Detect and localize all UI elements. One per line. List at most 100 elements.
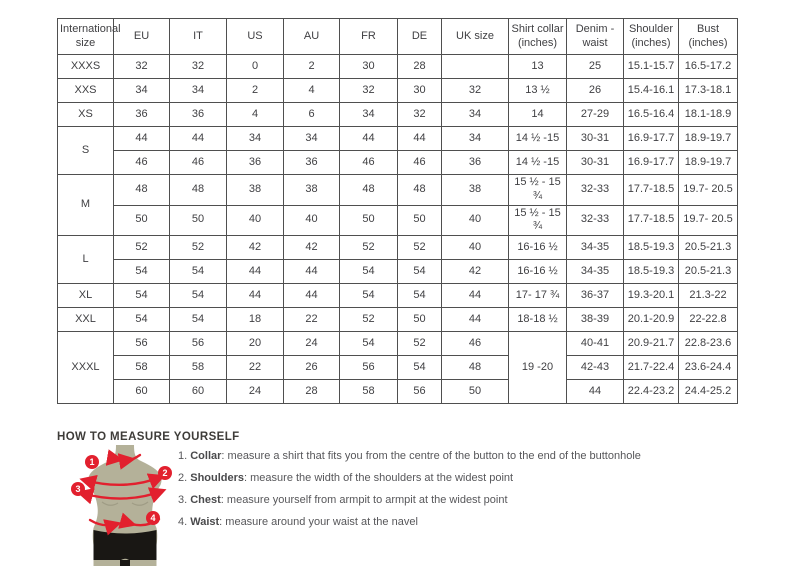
size-table-row: XXL 54 54 18 22 52 50 44 18-18 ½ 38-39 20.1-20.9 22… [57, 307, 738, 332]
size-table-cell: 50 [339, 204, 398, 236]
size-table-cell: 38 [226, 174, 284, 206]
size-table-cell: 30-31 [566, 126, 624, 151]
size-table-cell: 54 [169, 307, 227, 332]
size-table-cell: 24.4-25.2 [678, 379, 738, 404]
size-table-cell: 40 [226, 204, 284, 236]
size-table-cell: XL [57, 283, 114, 308]
size-table-cell: 36 [441, 150, 509, 175]
size-table-cell: 17.7-18.5 [623, 204, 679, 236]
size-table-cell: 16.9-17.7 [623, 150, 679, 175]
size-table-row: 54 54 44 44 54 54 42 16-16 ½ 34-35 18.5-19.3 20.5-… [58, 259, 738, 284]
size-table-header-cell: IT [169, 18, 227, 55]
step-text: : measure yourself from armpit to armpit… [220, 494, 508, 506]
size-table-header-cell: EU [113, 18, 170, 55]
shoulders-arrow [79, 473, 166, 492]
size-table-body: XXXS 32 32 0 2 30 28 13 25 15.1-15.7 16.5-17.2 XXS 3… [57, 54, 738, 404]
size-table-cell: 15 ½ - 15 ¾ [508, 174, 567, 206]
step-label: Waist [190, 516, 220, 528]
size-table-row: XXS 34 34 2 4 32 30 32 13 ½ 26 15.4-16.1 17.3-18.1 [57, 78, 738, 103]
size-table-cell: 27-29 [566, 102, 624, 127]
size-table-cell: 40 [441, 204, 509, 236]
size-table-cell: 54 [169, 283, 227, 308]
size-table-cell: 15.1-15.7 [623, 54, 679, 79]
size-table-cell: 50 [169, 204, 227, 236]
size-table-cell: 48 [113, 174, 170, 206]
measure-heading: HOW TO MEASURE YOURSELF [57, 431, 240, 443]
size-table-cell: 22.4-23.2 [623, 379, 679, 404]
size-table-cell: 18 [226, 307, 284, 332]
size-table-cell: 17- 17 ¾ [508, 283, 567, 308]
size-table-cell: 18.5-19.3 [623, 235, 679, 260]
size-table-cell: 42 [226, 235, 284, 260]
size-table-cell: 19.7- 20.5 [678, 174, 738, 206]
mannequin-shorts [93, 530, 157, 560]
size-table-cell: 52 [397, 331, 442, 356]
size-table-cell: 16.9-17.7 [623, 126, 679, 151]
size-table-cell: 46 [113, 150, 170, 175]
size-table-cell: 32 [441, 78, 509, 103]
size-table-cell: 34 [113, 78, 170, 103]
size-table-cell: 50 [397, 204, 442, 236]
step-text: : measure the width of the shoulders at … [244, 472, 514, 484]
chest-arrow [76, 487, 167, 505]
size-table-cell: 46 [397, 150, 442, 175]
step-label: Collar [190, 450, 222, 462]
size-table-cell: 24 [283, 331, 340, 356]
size-table-cell: 40 [283, 204, 340, 236]
size-table-cell: 2 [283, 54, 340, 79]
size-table-cell: 44 [283, 259, 340, 284]
size-table-cell: 4 [283, 78, 340, 103]
collar-arrow-right [117, 453, 142, 470]
size-table: International size EU IT US AU FR DE UK size Shi… [57, 18, 738, 404]
size-table-cell: 21.7-22.4 [623, 355, 679, 380]
figure-badge-collar: 1 [85, 455, 99, 469]
size-table-cell: 25 [566, 54, 624, 79]
size-table-cell: 20.5-21.3 [678, 235, 738, 260]
size-table-cell: 32 [113, 54, 170, 79]
size-table-cell: 28 [397, 54, 442, 79]
size-table-cell: 21.3-22 [678, 283, 738, 308]
size-table-cell: 56 [113, 331, 170, 356]
size-table-cell: 54 [339, 259, 398, 284]
size-table-cell: 36 [113, 102, 170, 127]
size-table-cell: 50 [113, 204, 170, 236]
size-table-cell: 16.5-17.2 [678, 54, 738, 79]
measure-step-shoulders: 2. Shoulders: measure the width of the s… [178, 471, 641, 493]
size-table-cell: 40-41 [566, 331, 624, 356]
size-table-cell: 58 [169, 355, 227, 380]
size-table-cell: XXXL [57, 331, 114, 404]
size-table-cell: 36-37 [566, 283, 624, 308]
size-table-cell: S [57, 126, 114, 175]
size-table-cell: 48 [169, 174, 227, 206]
size-table-cell: 36 [226, 150, 284, 175]
size-table-cell: 20.5-21.3 [678, 259, 738, 284]
size-table-cell: 42-43 [566, 355, 624, 380]
size-table-cell: 46 [169, 150, 227, 175]
size-table-cell: L [57, 235, 114, 284]
size-table-cell: 54 [113, 307, 170, 332]
size-table-cell: 32-33 [566, 204, 624, 236]
size-table-row: XS 36 36 4 6 34 32 34 14 27-29 16.5-16.4 18.1-18.9 [57, 102, 738, 127]
size-table-cell: 50 [441, 379, 509, 404]
size-table-cell: 22-22.8 [678, 307, 738, 332]
measurement-figure: 1 2 3 4 [60, 440, 190, 566]
size-table-cell: 34 [441, 126, 509, 151]
size-table-cell: 54 [113, 283, 170, 308]
size-table-cell: 56 [397, 379, 442, 404]
size-table-cell: 44 [441, 283, 509, 308]
size-table-cell: 36 [169, 102, 227, 127]
size-table-cell: 34 [441, 102, 509, 127]
size-table-cell: 48 [441, 355, 509, 380]
size-table-cell: 19.3-20.1 [623, 283, 679, 308]
figure-badge-chest: 3 [71, 482, 85, 496]
size-table-cell: 14 ½ -15 [508, 150, 567, 175]
size-table-cell: 34 [169, 78, 227, 103]
size-table-cell: 4 [226, 102, 284, 127]
size-table-cell: 18.9-19.7 [678, 126, 738, 151]
size-table-cell: 16-16 ½ [508, 235, 567, 260]
size-table-row: S 44 44 34 34 44 44 34 14 ½ -15 30-31 16.9-17.7 18.… [57, 126, 738, 175]
size-table-cell: 60 [169, 379, 227, 404]
size-table-cell: 54 [169, 259, 227, 284]
size-table-cell: 48 [339, 174, 398, 206]
step-number: 3. [178, 494, 191, 506]
